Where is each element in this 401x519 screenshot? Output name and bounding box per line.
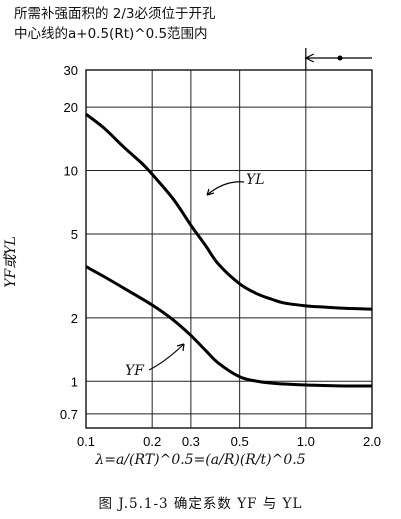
series-line-yl bbox=[85, 113, 373, 311]
label-yf-text: YF bbox=[125, 363, 144, 379]
x-tick-label-1: 0.2 bbox=[143, 434, 161, 449]
chart-note: 所需补强面积的 2/3必须位于开孔 中心线的a+0.5(Rt)^0.5范围内 bbox=[14, 4, 216, 44]
plot-border bbox=[85, 69, 373, 429]
range-bracket-arrow bbox=[304, 53, 315, 63]
label-yl-leader-arrow bbox=[206, 188, 215, 196]
tick-labels: 0.1 0.2 0.3 0.5 1.0 2.0 0.7 1 2 5 10 20 30 bbox=[60, 63, 381, 449]
label-yf-leader-arrow bbox=[176, 343, 185, 352]
x-tick-label-4: 1.0 bbox=[297, 434, 315, 449]
x-axis-title: λ=a/(RT)^0.5=(a/R)(R/t)^0.5 bbox=[95, 452, 306, 468]
x-tick-label-2: 0.3 bbox=[182, 434, 200, 449]
x-tick-label-0: 0.1 bbox=[77, 434, 95, 449]
label-yl: YL bbox=[246, 172, 265, 188]
figure-caption: 图 J.5.1-3 确定系数 YF 与 YL bbox=[98, 496, 303, 512]
note-line-1: 所需补强面积的 2/3必须位于开孔 bbox=[14, 6, 216, 22]
plot-frame bbox=[85, 69, 373, 429]
note-line-2: 中心线的a+0.5(Rt)^0.5范围内 bbox=[14, 26, 208, 42]
y-tick-label-5: 20 bbox=[64, 100, 78, 115]
y-tick-label-6: 30 bbox=[64, 63, 78, 78]
y-tick-label-1: 1 bbox=[71, 374, 78, 389]
label-yl-leader bbox=[206, 181, 245, 196]
y-tick-label-3: 5 bbox=[71, 227, 78, 242]
series-line-yf bbox=[85, 265, 373, 388]
y-axis-title: YF或YL bbox=[3, 236, 19, 288]
label-yf-leader bbox=[148, 343, 185, 371]
y-tick-label-4: 10 bbox=[64, 164, 78, 179]
label-yf: YF bbox=[125, 363, 144, 379]
x-tick-label-5: 2.0 bbox=[363, 434, 381, 449]
y-tick-label-2: 2 bbox=[71, 311, 78, 326]
range-bracket-dot bbox=[337, 55, 343, 61]
label-yl-text: YL bbox=[246, 172, 265, 188]
series-group bbox=[85, 113, 373, 388]
y-tick-label-0: 0.7 bbox=[60, 407, 78, 422]
x-tick-label-3: 0.5 bbox=[231, 434, 249, 449]
annotations bbox=[148, 48, 372, 371]
